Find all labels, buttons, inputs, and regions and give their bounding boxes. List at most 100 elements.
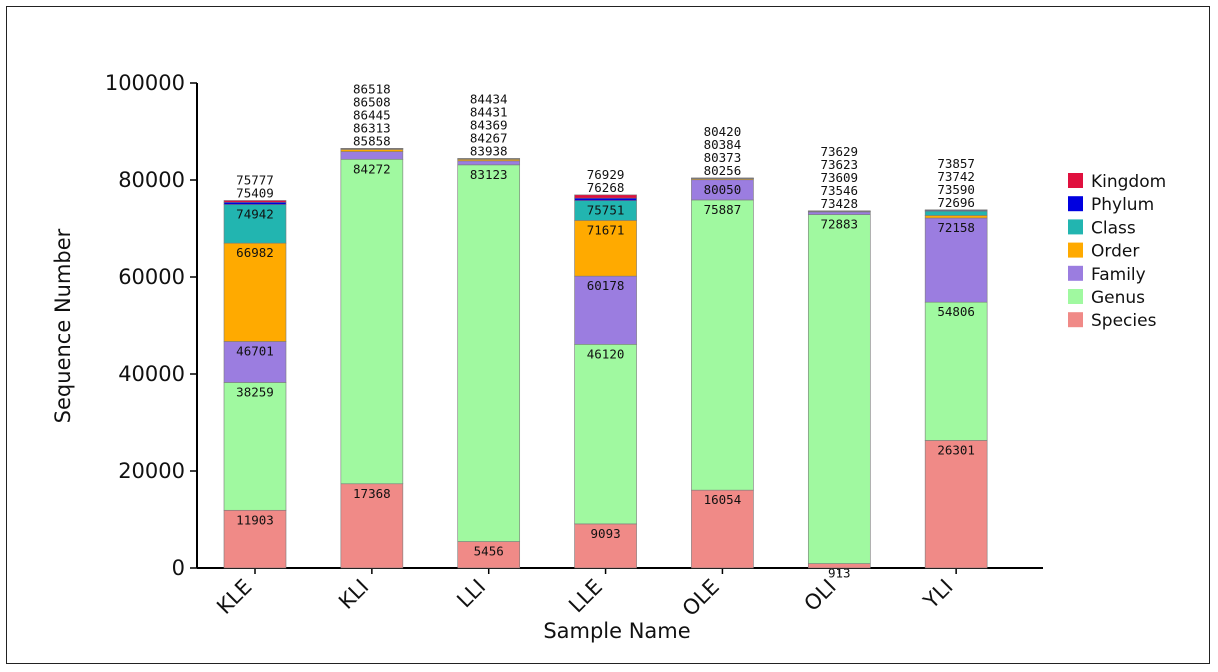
data-label-lle-species: 9093: [591, 526, 621, 541]
bar-lli-genus: [457, 164, 521, 542]
bar-kli-kingdom: [340, 148, 404, 150]
x-tick-label-yli: YLI: [918, 575, 957, 614]
bar-kli-genus: [340, 158, 404, 485]
bar-kle-class: [223, 204, 287, 244]
data-label-lli-order: 84267: [470, 130, 508, 145]
data-label-lli-class: 84369: [470, 117, 508, 132]
data-label-kli-class: 86445: [353, 107, 391, 122]
x-tick-label-lli: LLI: [452, 575, 490, 613]
data-label-lle-genus: 46120: [587, 346, 625, 361]
bar-kle-phylum: [223, 201, 287, 205]
bar-lle-species: [574, 523, 637, 569]
data-label-kle-species: 11903: [236, 512, 274, 527]
bar-lli-species: [457, 541, 521, 569]
y-tick-label-40000: 40000: [118, 362, 185, 386]
bar-yli-class: [924, 210, 988, 216]
bar-kli-species: [340, 483, 404, 569]
bar-ole-kingdom: [691, 177, 754, 179]
data-label-kli-family: 85858: [353, 133, 391, 148]
data-label-ole-kingdom: 80420: [704, 124, 742, 139]
data-label-ole-genus: 75887: [704, 202, 742, 217]
legend-label-phylum: Phylum: [1091, 195, 1154, 215]
bar-lle-order: [574, 220, 637, 277]
bar-kle-kingdom: [223, 200, 287, 203]
bar-oli-family: [807, 211, 871, 215]
legend-swatch-kingdom: [1068, 173, 1083, 188]
data-label-kli-genus: 84272: [353, 161, 391, 176]
data-label-kle-phylum: 75409: [236, 185, 274, 200]
data-label-yli-phylum: 73742: [937, 169, 975, 184]
data-label-lli-kingdom: 84434: [470, 91, 508, 106]
data-label-oli-species: 913: [828, 566, 851, 581]
data-label-lle-family: 60178: [587, 278, 625, 293]
bar-yli-genus: [924, 301, 988, 441]
y-tick-label-20000: 20000: [118, 459, 185, 483]
data-label-yli-order: 72696: [937, 195, 975, 210]
data-label-lli-species: 5456: [474, 544, 504, 559]
bar-lle-kingdom: [574, 194, 637, 199]
bar-ole-genus: [691, 199, 754, 491]
data-label-yli-family: 72158: [937, 220, 975, 235]
y-tick-label-80000: 80000: [118, 168, 185, 192]
bar-kli-family: [340, 151, 404, 160]
data-label-ole-phylum: 80384: [704, 137, 742, 152]
bar-kle-family: [223, 341, 287, 383]
legend-swatch-phylum: [1068, 196, 1083, 212]
bar-lle-genus: [574, 344, 637, 525]
data-label-kli-kingdom: 86518: [353, 81, 391, 96]
bar-yli-kingdom: [924, 209, 988, 211]
y-tick-label-0: 0: [172, 556, 185, 580]
legend-swatch-order: [1068, 242, 1083, 258]
bar-oli-genus: [807, 214, 871, 564]
data-label-kli-phylum: 86508: [353, 94, 391, 109]
legend: Kingdom Phylum Class Order Family Genus Specie…: [1068, 172, 1166, 331]
data-label-lli-phylum: 84431: [470, 104, 508, 119]
data-label-yli-kingdom: 73857: [937, 156, 975, 171]
data-label-lli-genus: 83123: [470, 167, 508, 182]
legend-label-order: Order: [1091, 242, 1139, 262]
y-axis-title: Sequence Number: [51, 228, 75, 423]
legend-label-species: Species: [1091, 311, 1157, 331]
data-label-oli-phylum: 73623: [820, 157, 858, 172]
bar-oli-kingdom: [807, 210, 871, 212]
legend-swatch-genus: [1068, 289, 1083, 304]
data-label-kle-class: 74942: [236, 207, 274, 222]
data-label-oli-class: 73609: [820, 170, 858, 185]
data-label-yli-species: 26301: [937, 442, 975, 457]
data-label-oli-family: 73428: [820, 196, 858, 211]
data-label-lle-order: 71671: [587, 222, 625, 237]
data-label-ole-species: 16054: [704, 492, 742, 507]
data-label-kli-order: 86313: [353, 120, 391, 135]
legend-label-genus: Genus: [1091, 288, 1145, 308]
legend-swatch-class: [1068, 219, 1083, 235]
data-label-oli-genus: 72883: [820, 217, 858, 232]
x-tick-label-kli: KLI: [334, 575, 373, 614]
legend-swatch-species: [1068, 312, 1083, 328]
x-tick-label-lle: LLE: [564, 575, 607, 618]
data-label-lle-kingdom: 76929: [587, 167, 625, 182]
bar-lle-family: [574, 275, 637, 345]
data-label-yli-class: 73590: [937, 182, 975, 197]
y-tick-label-60000: 60000: [118, 265, 185, 289]
data-label-ole-order: 80256: [704, 163, 742, 178]
bars-layer: [223, 148, 988, 569]
data-label-oli-order: 73546: [820, 183, 858, 198]
data-label-kli-species: 17368: [353, 486, 391, 501]
x-tick-label-kle: KLE: [212, 575, 256, 619]
data-label-oli-kingdom: 73629: [820, 144, 858, 159]
data-label-ole-class: 80373: [704, 150, 742, 165]
bar-lle-phylum: [574, 197, 637, 201]
bar-lli-kingdom: [457, 158, 521, 160]
data-label-kle-kingdom: 75777: [236, 172, 274, 187]
legend-label-kingdom: Kingdom: [1091, 172, 1166, 192]
data-label-lli-family: 83938: [470, 143, 508, 158]
y-tick-label-100000: 100000: [105, 71, 185, 95]
bar-yli-order: [924, 215, 988, 219]
x-tick-label-ole: OLE: [678, 575, 724, 621]
data-label-kle-genus: 38259: [236, 384, 274, 399]
bar-lli-family: [457, 160, 521, 166]
data-label-yli-genus: 54806: [937, 304, 975, 319]
legend-swatch-family: [1068, 265, 1083, 281]
